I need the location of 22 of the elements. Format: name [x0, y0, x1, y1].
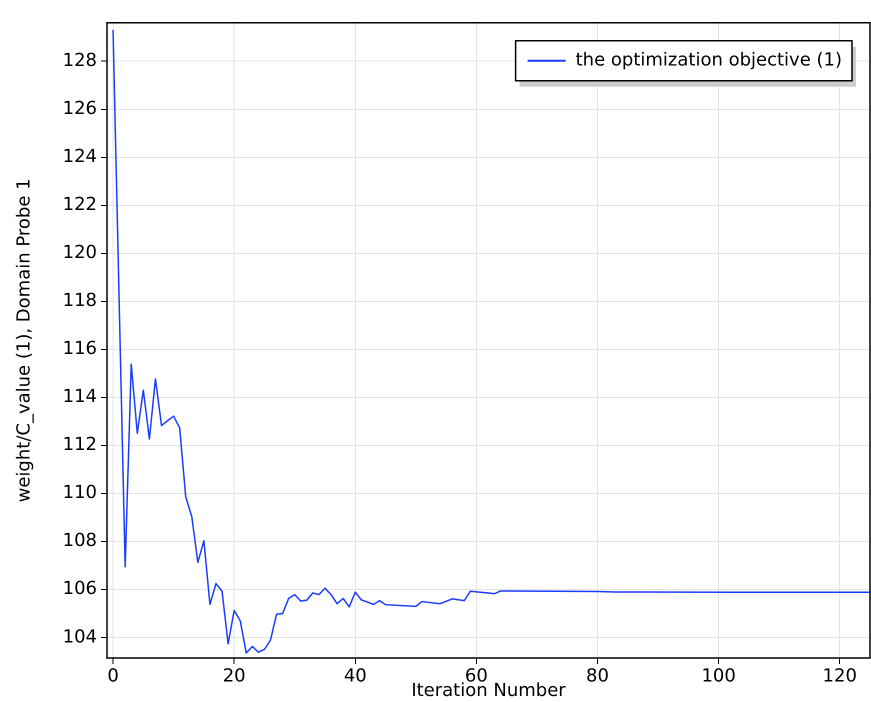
x-tick-label: 80	[586, 665, 609, 686]
x-tick-label: 20	[222, 665, 246, 686]
y-tick-label: 118	[62, 290, 97, 312]
y-tick-label: 106	[62, 578, 97, 600]
legend-label: the optimization objective (1)	[576, 49, 842, 70]
y-tick-label: 126	[62, 98, 97, 119]
y-tick-label: 128	[62, 50, 97, 71]
y-tick-label: 120	[62, 242, 97, 264]
y-tick-label: 122	[62, 194, 97, 215]
y-tick-label: 124	[62, 146, 97, 167]
y-tick-label: 108	[62, 530, 97, 552]
y-tick-label: 114	[62, 386, 97, 408]
x-tick-label: 0	[107, 665, 119, 686]
x-tick-label: 120	[822, 665, 857, 686]
y-tick-label: 116	[62, 338, 97, 360]
x-tick-label: 100	[701, 665, 736, 686]
y-tick-label: 110	[62, 482, 97, 504]
y-tick-label: 104	[62, 626, 97, 648]
x-tick-label: 40	[344, 665, 367, 686]
y-tick-label: 112	[62, 434, 97, 456]
x-tick-label: 60	[464, 665, 488, 686]
y-axis-title: weight/C_value (1), Domain Probe 1	[13, 178, 34, 502]
